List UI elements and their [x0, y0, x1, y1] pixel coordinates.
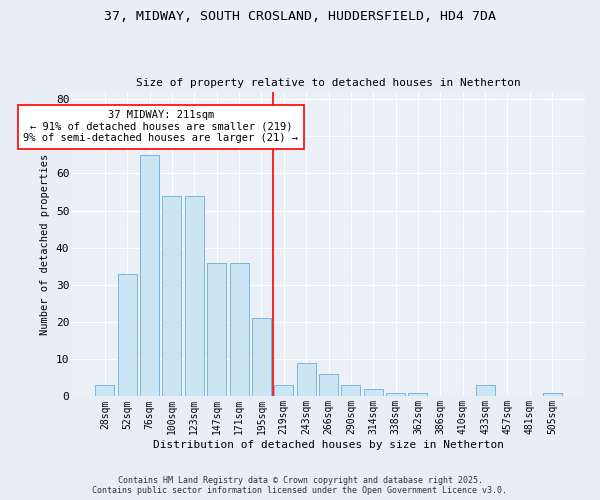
Bar	[274, 386, 293, 396]
Y-axis label: Number of detached properties: Number of detached properties	[40, 154, 50, 334]
Title: Size of property relative to detached houses in Netherton: Size of property relative to detached ho…	[136, 78, 521, 88]
Bar	[140, 155, 159, 396]
Bar	[185, 196, 204, 396]
Bar	[476, 386, 494, 396]
Bar	[118, 274, 137, 396]
Bar	[341, 386, 361, 396]
Text: 37, MIDWAY, SOUTH CROSLAND, HUDDERSFIELD, HD4 7DA: 37, MIDWAY, SOUTH CROSLAND, HUDDERSFIELD…	[104, 10, 496, 23]
Bar	[252, 318, 271, 396]
Text: Contains HM Land Registry data © Crown copyright and database right 2025.
Contai: Contains HM Land Registry data © Crown c…	[92, 476, 508, 495]
Bar	[163, 196, 181, 396]
Bar	[296, 363, 316, 396]
Bar	[319, 374, 338, 396]
Bar	[364, 389, 383, 396]
Bar	[386, 392, 405, 396]
Bar	[409, 392, 427, 396]
Bar	[542, 392, 562, 396]
Bar	[207, 262, 226, 396]
X-axis label: Distribution of detached houses by size in Netherton: Distribution of detached houses by size …	[153, 440, 504, 450]
Bar	[230, 262, 248, 396]
Text: 37 MIDWAY: 211sqm
← 91% of detached houses are smaller (219)
9% of semi-detached: 37 MIDWAY: 211sqm ← 91% of detached hous…	[23, 110, 298, 144]
Bar	[95, 386, 115, 396]
